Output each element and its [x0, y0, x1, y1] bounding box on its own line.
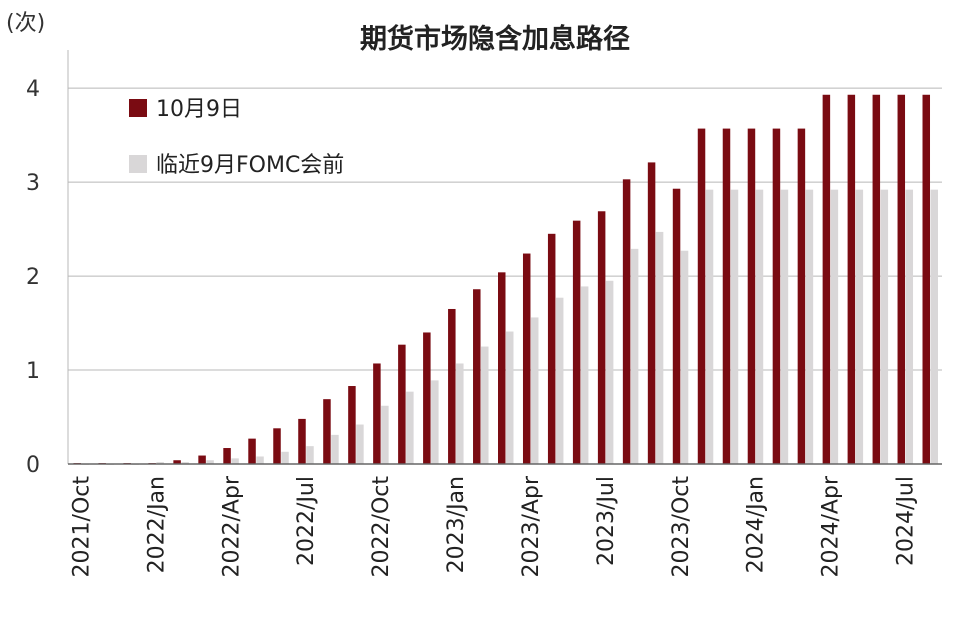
- bar-series-2: [655, 231, 664, 464]
- bar-series-1: [647, 162, 656, 464]
- bar-series-1: [897, 94, 906, 464]
- bar-series-2: [555, 297, 564, 464]
- bar-series-1: [922, 94, 931, 464]
- legend-label-series-2: 临近9月FOMC会前: [156, 153, 344, 178]
- bar-series-1: [622, 179, 631, 464]
- bar-series-1: [722, 128, 731, 464]
- y-unit-label: (次): [6, 11, 45, 36]
- legend-label-series-1: 10月9日: [156, 97, 242, 122]
- x-axis-ticks: 2021/Oct 2022/Jan 2022/Apr 2022/Jul 2022/Oct…: [70, 475, 919, 577]
- bar-series-2: [805, 189, 814, 464]
- x-tick-label: 2024/Apr: [819, 475, 844, 577]
- bar-series-2: [880, 189, 889, 464]
- bar-series-1: [498, 272, 506, 464]
- bar-series-1: [448, 308, 456, 464]
- y-axis-ticks: 0 1 2 3 4: [26, 77, 40, 478]
- legend-swatch-series-2: [129, 155, 147, 173]
- axes: [67, 50, 942, 465]
- y-tick-label: 3: [26, 171, 40, 196]
- bar-series-2: [630, 248, 639, 464]
- bar-series-2: [256, 456, 264, 464]
- x-tick-label: 2022/Jan: [144, 476, 169, 573]
- x-tick-label: 2023/Jan: [444, 476, 469, 573]
- bar-series-2: [530, 317, 539, 464]
- bar-series-2: [481, 346, 489, 464]
- bar-series-1: [772, 128, 781, 464]
- bar-series-2: [431, 380, 439, 464]
- bar-series-1: [248, 438, 256, 464]
- bar-series-1: [323, 399, 331, 464]
- y-tick-label: 4: [26, 77, 40, 102]
- bar-series-2: [381, 405, 389, 464]
- bar-series-2: [730, 189, 739, 464]
- legend-swatch-series-1: [129, 99, 147, 117]
- bar-series-2: [406, 391, 414, 464]
- x-tick-label: 2024/Jan: [744, 476, 769, 573]
- bar-series-2: [780, 189, 789, 464]
- bar-series-2: [231, 458, 239, 464]
- y-tick-label: 0: [26, 453, 40, 478]
- bar-series-2: [506, 331, 514, 464]
- bars: [73, 94, 939, 465]
- bar-series-1: [198, 455, 206, 464]
- x-tick-label: 2021/Oct: [70, 476, 95, 578]
- bar-series-1: [847, 94, 856, 464]
- chart-title: 期货市场隐含加息路径: [360, 23, 630, 55]
- bar-series-2: [306, 446, 314, 464]
- bar-series-1: [747, 128, 756, 464]
- x-tick-label: 2022/Jul: [294, 476, 319, 566]
- bar-series-1: [822, 94, 831, 464]
- bar-series-2: [605, 280, 614, 464]
- bar-series-2: [755, 189, 764, 464]
- bar-series-1: [572, 220, 581, 464]
- bar-series-1: [423, 332, 431, 464]
- bar-series-2: [281, 451, 289, 464]
- bar-series-1: [522, 253, 531, 464]
- bar-series-2: [905, 189, 914, 464]
- bar-series-1: [298, 418, 306, 464]
- bar-series-1: [348, 386, 356, 464]
- bar-series-1: [547, 233, 556, 464]
- bar-series-2: [705, 189, 714, 464]
- bar-series-1: [173, 460, 181, 464]
- bar-series-1: [373, 363, 381, 464]
- x-tick-label: 2024/Jul: [894, 476, 919, 566]
- bar-series-2: [206, 460, 214, 464]
- bar-series-2: [331, 434, 339, 464]
- bar-series-2: [830, 189, 839, 464]
- bar-series-1: [597, 211, 606, 464]
- x-tick-label: 2023/Jul: [594, 476, 619, 566]
- x-tick-label: 2023/Oct: [669, 476, 694, 578]
- y-tick-label: 1: [26, 359, 40, 384]
- bar-series-2: [356, 424, 364, 464]
- bar-series-2: [680, 250, 689, 464]
- bar-series-2: [456, 363, 464, 464]
- x-tick-label: 2022/Apr: [219, 475, 244, 577]
- bar-series-1: [697, 128, 706, 464]
- bar-series-1: [398, 344, 406, 464]
- bar-series-2: [580, 286, 589, 464]
- bar-series-1: [872, 94, 881, 464]
- x-tick-label: 2023/Apr: [519, 475, 544, 577]
- bar-series-2: [930, 189, 939, 464]
- bar-series-1: [797, 128, 806, 464]
- bar-series-1: [672, 188, 681, 464]
- bar-series-1: [473, 289, 481, 464]
- x-tick-label: 2022/Oct: [369, 476, 394, 578]
- y-tick-label: 2: [26, 265, 40, 290]
- bar-series-1: [273, 428, 281, 464]
- legend: 10月9日 临近9月FOMC会前: [129, 97, 344, 178]
- bar-series-2: [156, 462, 164, 464]
- bar-series-2: [855, 189, 864, 464]
- bar-series-2: [181, 462, 189, 464]
- bar-series-1: [223, 448, 231, 464]
